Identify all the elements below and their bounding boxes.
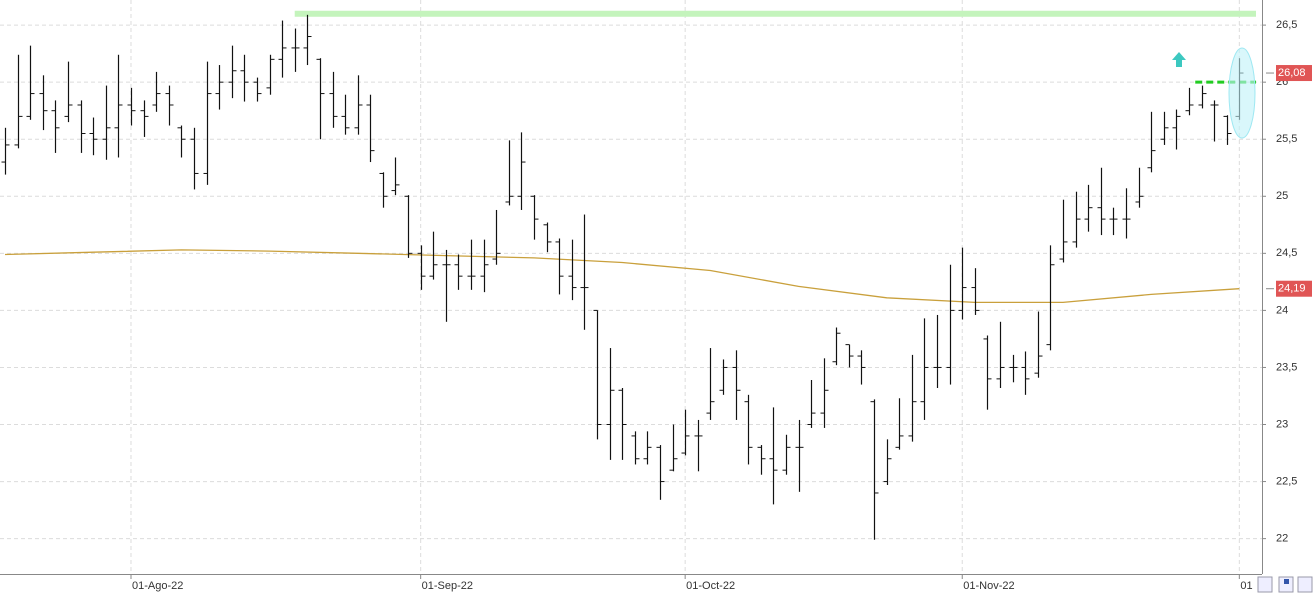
save-icon: [1284, 579, 1289, 584]
price-label: 24,19: [1278, 283, 1306, 295]
price-label-box: [1276, 280, 1312, 297]
y-tick-label: 22,5: [1276, 475, 1297, 487]
price-label-box: [1276, 65, 1312, 82]
y-tick-label: 26,5: [1276, 19, 1297, 31]
grid: [0, 0, 1262, 574]
x-tick-label: 01-Oct-22: [686, 580, 735, 592]
highlight-ellipse: [1228, 47, 1256, 139]
x-tick-label: 01-Nov-22: [963, 580, 1014, 592]
x-tick-label: 01: [1240, 580, 1252, 592]
up-arrow: [1172, 52, 1186, 67]
y-tick-label: 23: [1276, 418, 1288, 430]
y-tick-label: 25: [1276, 190, 1288, 202]
y-tick-label: 25,5: [1276, 133, 1297, 145]
moving-average: [4, 249, 1240, 304]
save-button[interactable]: [1278, 576, 1294, 593]
zoom-button[interactable]: [1257, 576, 1273, 593]
menu-button[interactable]: [1297, 576, 1313, 593]
price-label: 26,08: [1278, 67, 1306, 79]
y-tick-label: 23,5: [1276, 361, 1297, 373]
y-tick-label: 22: [1276, 533, 1288, 545]
y-tick-label: 24: [1276, 304, 1288, 316]
x-tick-label: 01-Ago-22: [132, 580, 183, 592]
x-tick-label: 01-Sep-22: [422, 580, 473, 592]
y-tick-label: 24,5: [1276, 247, 1297, 259]
